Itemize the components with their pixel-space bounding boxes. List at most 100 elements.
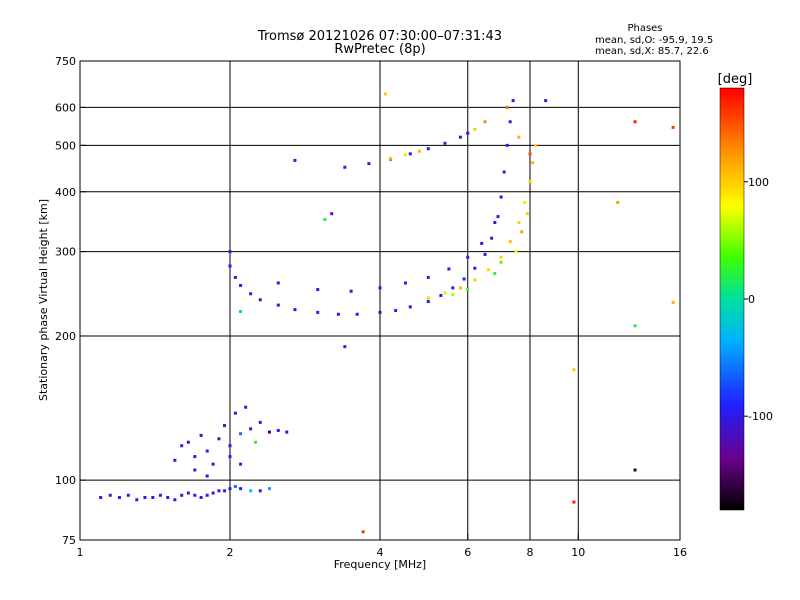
chart-title: Tromsø 20121026 07:30:00–07:31:43	[257, 29, 502, 44]
data-point	[239, 462, 243, 466]
data-point	[511, 99, 515, 103]
x-tick-label: 1	[77, 546, 84, 559]
data-point	[408, 152, 412, 156]
data-point	[528, 180, 532, 184]
data-point	[355, 312, 359, 316]
grid-lines	[80, 61, 680, 540]
x-tick-label: 8	[527, 546, 534, 559]
data-point	[193, 468, 197, 472]
data-point	[426, 300, 430, 304]
y-tick-label: 600	[55, 101, 76, 114]
data-point	[233, 275, 237, 279]
y-axis-label: Stationary phase Virtual Height [km]	[37, 199, 50, 401]
data-point	[249, 292, 253, 296]
data-point	[186, 440, 190, 444]
data-point	[572, 500, 576, 504]
data-point	[633, 324, 637, 328]
y-tick-label: 300	[55, 246, 76, 259]
data-point	[239, 283, 243, 287]
data-point	[135, 498, 139, 502]
data-point	[228, 487, 232, 491]
legend-line-o: mean, sd,O: -95.9, 19.5	[595, 35, 713, 46]
data-point	[466, 255, 470, 259]
data-point	[633, 468, 637, 472]
data-point	[523, 200, 527, 204]
data-point	[473, 266, 477, 270]
data-point	[403, 281, 407, 285]
data-point	[466, 288, 470, 292]
data-point	[117, 495, 121, 499]
y-tick-label: 200	[55, 330, 76, 343]
x-tick-label: 10	[571, 546, 585, 559]
data-point	[233, 484, 237, 488]
colorbar-tick-label: -100	[748, 410, 773, 423]
data-point	[233, 411, 237, 415]
data-point	[633, 120, 637, 124]
data-point	[671, 300, 675, 304]
data-point	[451, 286, 455, 290]
legend-header: Phases	[627, 23, 662, 34]
data-point	[349, 289, 353, 293]
data-point	[228, 455, 232, 459]
data-point	[490, 236, 494, 240]
data-point	[205, 474, 209, 478]
data-point	[151, 495, 155, 499]
data-point	[426, 147, 430, 151]
data-point	[378, 286, 382, 290]
data-point	[394, 309, 398, 313]
colorbar-label: [deg]	[718, 72, 753, 87]
data-point	[186, 491, 190, 495]
data-point	[108, 493, 112, 497]
y-tick-label: 75	[62, 534, 76, 547]
data-point	[199, 433, 203, 437]
data-point	[499, 195, 503, 199]
data-point	[228, 264, 232, 268]
data-point	[458, 135, 462, 139]
data-point	[228, 444, 232, 448]
data-point	[316, 288, 320, 292]
data-point	[166, 495, 170, 499]
data-point	[180, 444, 184, 448]
data-point	[462, 277, 466, 281]
data-point	[528, 152, 532, 156]
data-point	[426, 275, 430, 279]
data-point	[211, 491, 215, 495]
data-point	[223, 424, 227, 428]
x-tick-label: 4	[377, 546, 384, 559]
axis-ticks: 1 2 4 6 8 10 16 75 100 200 300 400 500 600 750	[55, 55, 687, 559]
data-point	[417, 149, 421, 153]
data-point	[486, 268, 490, 272]
data-point	[499, 260, 503, 264]
data-point	[514, 250, 518, 254]
y-tick-label: 750	[55, 55, 76, 68]
data-point	[276, 428, 280, 432]
data-point	[505, 105, 509, 109]
data-point	[244, 405, 248, 409]
data-point	[616, 200, 620, 204]
data-point	[473, 278, 477, 282]
data-point	[458, 286, 462, 290]
data-point	[361, 530, 365, 534]
data-point	[517, 135, 521, 139]
data-point	[533, 143, 537, 147]
data-point	[173, 458, 177, 462]
data-point	[158, 493, 162, 497]
data-point	[249, 427, 253, 431]
data-point	[408, 305, 412, 309]
data-point	[239, 487, 243, 491]
data-point	[378, 310, 382, 314]
data-point	[126, 493, 130, 497]
data-point	[520, 230, 524, 234]
data-point	[343, 165, 347, 169]
data-point	[483, 252, 487, 256]
data-point	[531, 161, 535, 165]
colorbar-tick-label: 100	[748, 176, 769, 189]
data-point	[330, 212, 334, 216]
data-point	[466, 131, 470, 135]
data-point	[389, 156, 393, 160]
data-point	[502, 170, 506, 174]
data-point	[451, 293, 455, 297]
data-point	[439, 293, 443, 297]
data-point	[499, 255, 503, 259]
data-point	[276, 303, 280, 307]
